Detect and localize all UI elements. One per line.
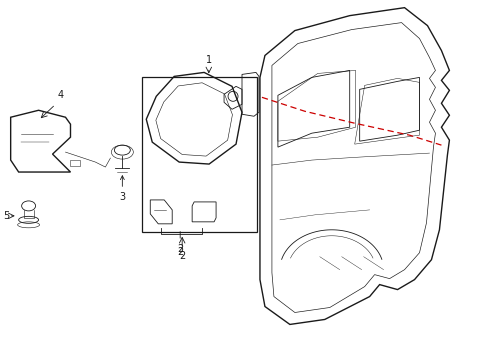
Text: 4: 4 (58, 90, 63, 100)
Text: 2: 2 (179, 251, 185, 261)
Text: 1: 1 (205, 55, 211, 66)
Text: 2: 2 (177, 231, 183, 254)
Text: 5: 5 (2, 211, 9, 221)
Text: 3: 3 (119, 176, 125, 202)
Bar (70, 160, 81, 166)
Bar (142, 77, 256, 232)
Text: 2: 2 (177, 247, 183, 257)
